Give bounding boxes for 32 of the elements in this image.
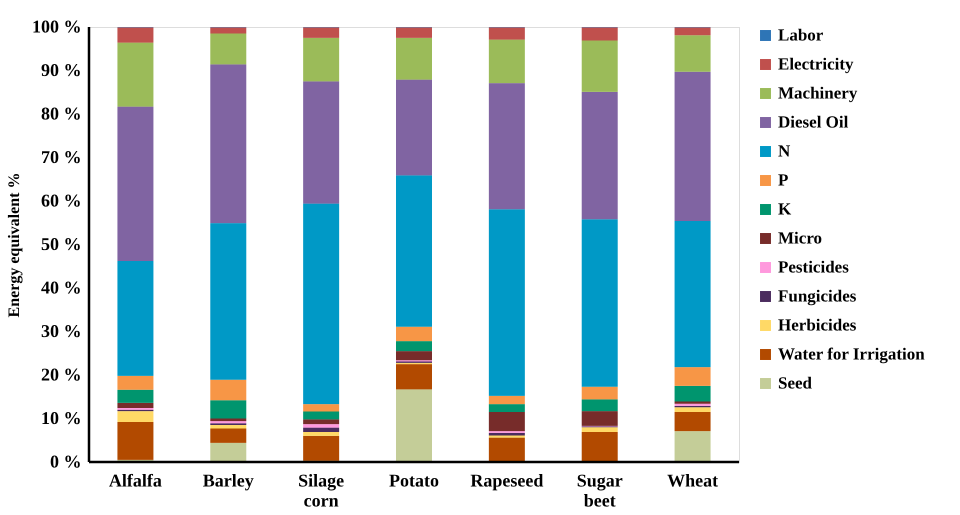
y-tick-label: 90 %	[41, 60, 82, 80]
y-tick-label: 10 %	[41, 408, 82, 428]
y-axis-title: Energy equivalent %	[6, 172, 23, 318]
legend-label: Herbicides	[778, 316, 857, 334]
y-tick-label: 100 %	[32, 16, 82, 36]
legend-label: Fungicides	[778, 286, 857, 306]
x-tick-label: Barley	[202, 470, 254, 490]
legend-label: Machinery	[778, 84, 858, 102]
legend-label: Seed	[778, 374, 813, 392]
x-tick-label: Wheat	[667, 470, 718, 490]
y-tick-label: 70 %	[41, 147, 82, 167]
x-tick-label: Potato	[389, 470, 439, 490]
x-tick-label: Rapeseed	[470, 470, 544, 490]
legend-label: Diesel Oil	[778, 112, 849, 132]
y-tick-label: 20 %	[41, 364, 82, 384]
y-tick-label: 0 %	[50, 452, 82, 472]
y-tick-label: 50 %	[41, 234, 82, 254]
y-tick-label: 60 %	[41, 190, 82, 210]
legend-label: Water for Irrigation	[778, 344, 926, 364]
legend-label: Micro	[778, 228, 822, 248]
x-tick-label: Sugar beet	[576, 470, 623, 510]
legend-label: K	[778, 200, 792, 218]
legend-label: Labor	[778, 26, 824, 44]
x-tick-label: Silage corn	[298, 470, 344, 510]
legend-label: Pesticides	[778, 258, 850, 276]
y-tick-label: 80 %	[41, 104, 82, 124]
legend-label: Electricity	[778, 54, 854, 74]
legend-label: N	[778, 142, 791, 160]
x-tick-label: Alfalfa	[108, 470, 162, 490]
y-tick-label: 40 %	[41, 278, 82, 298]
y-tick-label: 30 %	[41, 321, 82, 341]
legend-label: P	[778, 170, 788, 190]
